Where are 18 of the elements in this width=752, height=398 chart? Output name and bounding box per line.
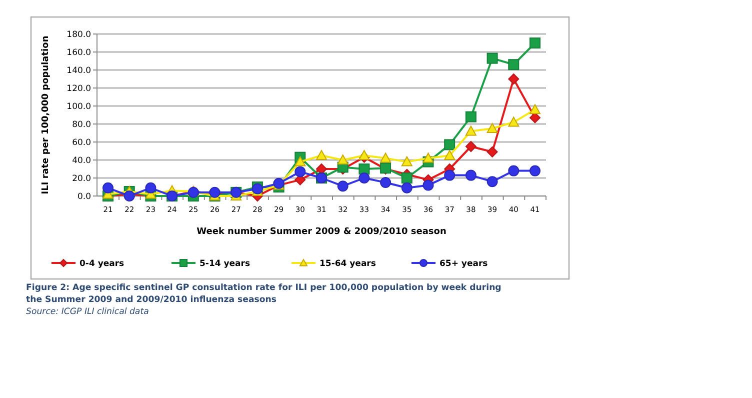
y-tick-label: 120.0: [66, 84, 91, 94]
legend-label: 0-4 years: [80, 258, 124, 269]
x-axis-title: Week number Summer 2009 & 2009/2010 season: [196, 227, 446, 237]
y-tick-label: 160.0: [66, 48, 91, 58]
y-tick-label: 20.0: [72, 174, 91, 184]
legend-label: 65+ years: [440, 258, 488, 269]
y-axis-title: ILI rate per 100,000 population: [41, 36, 51, 194]
y-tick-label: 0.0: [77, 192, 91, 202]
y-tick-label: 80.0: [72, 120, 91, 130]
y-tick-label: 180.0: [66, 30, 91, 40]
legend-label: 5-14 years: [200, 258, 250, 269]
caption: Figure 2: Age specific sentinel GP consultation rate for ILI per 100,000 population by week during the Summer 2009 and 2009/2010 influenza seasons: [26, 283, 502, 305]
y-tick-label: 100.0: [66, 102, 91, 112]
y-tick-label: 60.0: [72, 138, 91, 148]
y-tick-label: 40.0: [72, 156, 91, 166]
y-tick-label: 140.0: [66, 66, 91, 76]
legend-label: 15-64 years: [320, 258, 376, 269]
source-note: Source: ICGP ILI clinical data: [26, 307, 149, 317]
